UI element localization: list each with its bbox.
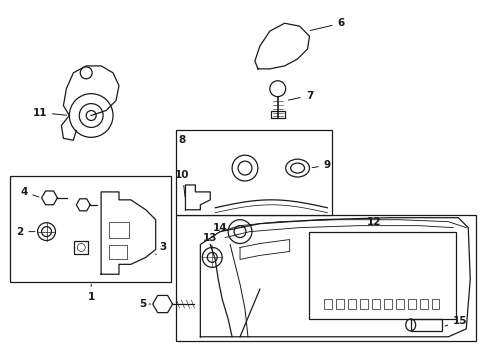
Text: 12: 12 — [366, 217, 381, 227]
Bar — [359, 299, 367, 309]
Text: 11: 11 — [32, 108, 66, 117]
Bar — [431, 299, 439, 309]
Bar — [383, 299, 391, 309]
Text: 15: 15 — [444, 316, 467, 326]
Text: 9: 9 — [312, 160, 330, 170]
Bar — [371, 299, 379, 309]
Text: 13: 13 — [203, 233, 217, 247]
Bar — [109, 246, 127, 260]
Text: 2: 2 — [16, 226, 35, 237]
Bar — [270, 111, 284, 118]
Bar — [407, 299, 415, 309]
Bar — [336, 299, 344, 309]
Bar — [175, 215, 475, 341]
Text: 5: 5 — [139, 299, 150, 309]
Text: 10: 10 — [175, 170, 189, 197]
Bar — [109, 222, 129, 238]
Bar — [10, 176, 170, 282]
Text: 8: 8 — [178, 135, 185, 145]
Text: 6: 6 — [309, 18, 344, 31]
Text: 3: 3 — [155, 243, 166, 255]
Text: 1: 1 — [87, 284, 95, 302]
Bar — [347, 299, 355, 309]
Bar — [410, 319, 442, 331]
Text: 7: 7 — [288, 91, 312, 101]
Bar — [74, 240, 88, 255]
Bar — [175, 130, 332, 215]
Text: 14: 14 — [212, 222, 227, 233]
Text: 4: 4 — [20, 187, 39, 197]
Bar — [395, 299, 403, 309]
Bar — [419, 299, 427, 309]
Bar — [324, 299, 332, 309]
Bar — [309, 231, 455, 319]
